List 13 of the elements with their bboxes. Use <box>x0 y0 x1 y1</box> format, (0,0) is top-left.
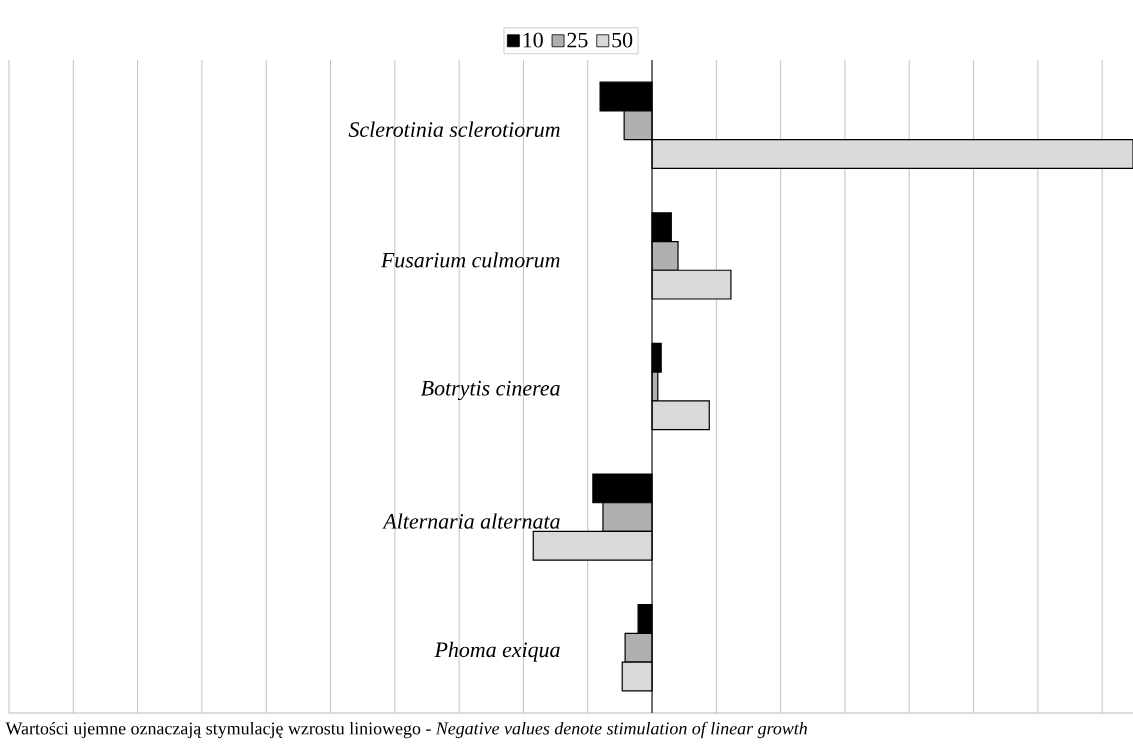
y-tick-label: Sclerotinia sclerotiorum <box>348 121 560 138</box>
y-tick-label: Botrytis cinerea <box>420 380 560 401</box>
bar <box>651 400 710 431</box>
bar <box>532 530 653 561</box>
legend-label: 50 <box>612 32 633 48</box>
bar <box>651 139 1133 169</box>
text: Wartości ujemne oznaczają stymulację wzrostu liniowego - Negative values denote stimulation of linear growth <box>5 721 807 739</box>
y-tick-label: Phoma exiqua <box>434 641 560 662</box>
y-tick-label: Alternaria alternata <box>382 513 560 529</box>
legend-label: 25 <box>567 32 588 48</box>
bar <box>651 269 732 300</box>
legend-label: 10 <box>523 32 543 48</box>
y-tick-label: Fusarium culmorum <box>380 252 560 268</box>
